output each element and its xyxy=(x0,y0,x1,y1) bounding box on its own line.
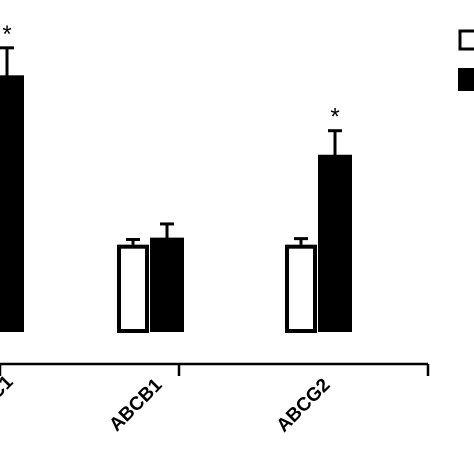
x-tick-label: ABCB1 xyxy=(105,374,166,435)
bar xyxy=(285,244,317,334)
x-axis-ticks xyxy=(0,364,430,376)
bar xyxy=(0,75,24,332)
bar xyxy=(150,237,184,332)
significance-labels-layer: ** xyxy=(2,21,339,131)
bar xyxy=(117,244,149,334)
significance-asterisk: * xyxy=(330,104,339,131)
bar xyxy=(318,154,352,332)
x-axis-tick-labels: C1 ABCB1 ABCG2 xyxy=(0,371,335,436)
error-bars-layer xyxy=(0,46,342,245)
legend-swatch-open xyxy=(458,29,474,51)
legend-swatch-filled xyxy=(458,68,474,91)
x-tick-label: ABCG2 xyxy=(273,375,335,437)
bars-layer xyxy=(0,75,352,334)
significance-asterisk: * xyxy=(2,21,11,48)
legend xyxy=(458,29,474,91)
x-tick-label: C1 xyxy=(0,371,18,403)
